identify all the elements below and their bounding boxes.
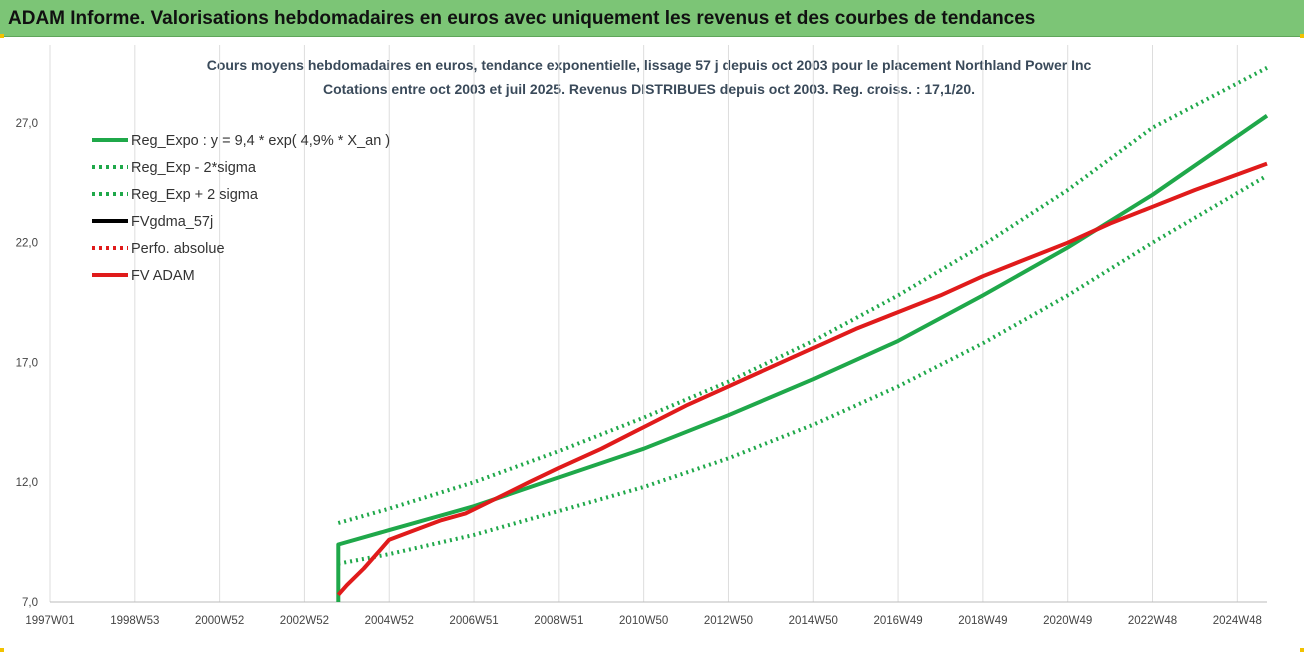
x-tick-label: 1997W01 — [25, 615, 74, 627]
y-tick-label: 27,0 — [16, 118, 38, 130]
legend-label: Reg_Expo : y = 9,4 * exp( 4,9% * X_an ) — [131, 133, 390, 149]
y-tick-label: 12,0 — [16, 477, 38, 489]
legend-label: Perfo. absolue — [131, 241, 225, 257]
x-tick-label: 2016W49 — [873, 615, 922, 627]
y-tick-label: 7,0 — [22, 597, 38, 609]
legend: Reg_Expo : y = 9,4 * exp( 4,9% * X_an ) R… — [92, 133, 390, 284]
corner-marker — [0, 34, 4, 38]
x-tick-label: 1998W53 — [110, 615, 159, 627]
legend-label: FV ADAM — [131, 268, 195, 284]
axis-layer: 1997W01 1998W53 2000W52 2002W52 2004W52 2006W… — [16, 118, 1267, 627]
report-banner: ADAM Informe. Valorisations hebdomadaire… — [0, 0, 1304, 37]
x-tick-label: 2004W52 — [365, 615, 414, 627]
chart-title-line2: Cotations entre oct 2003 et juil 2025. R… — [323, 81, 975, 97]
corner-marker — [0, 648, 4, 652]
legend-label: Reg_Exp - 2*sigma — [131, 160, 257, 176]
x-tick-label: 2012W50 — [704, 615, 753, 627]
x-tick-label: 2002W52 — [280, 615, 329, 627]
corner-marker — [1300, 34, 1304, 38]
banner-title: ADAM Informe. Valorisations hebdomadaire… — [8, 8, 1036, 29]
series-line — [336, 114, 1269, 602]
grid-layer — [49, 45, 1238, 602]
series-line — [336, 161, 1268, 597]
series-layer — [336, 66, 1269, 602]
legend-label: Reg_Exp + 2 sigma — [131, 187, 259, 203]
x-tick-label: 2000W52 — [195, 615, 244, 627]
x-tick-label: 2024W48 — [1213, 615, 1262, 627]
chart-title-line1: Cours moyens hebdomadaires en euros, ten… — [207, 57, 1092, 73]
corner-marker — [1300, 648, 1304, 652]
series-line — [337, 173, 1269, 566]
x-tick-label: 2018W49 — [958, 615, 1007, 627]
series-line — [337, 66, 1268, 525]
x-tick-label: 2020W49 — [1043, 615, 1092, 627]
y-tick-label: 22,0 — [16, 238, 38, 250]
x-tick-label: 2022W48 — [1128, 615, 1177, 627]
x-tick-label: 2010W50 — [619, 615, 668, 627]
x-tick-label: 2006W51 — [449, 615, 498, 627]
x-tick-label: 2014W50 — [789, 615, 838, 627]
y-tick-label: 17,0 — [16, 357, 38, 369]
x-tick-label: 2008W51 — [534, 615, 583, 627]
legend-label: FVgdma_57j — [131, 214, 213, 230]
